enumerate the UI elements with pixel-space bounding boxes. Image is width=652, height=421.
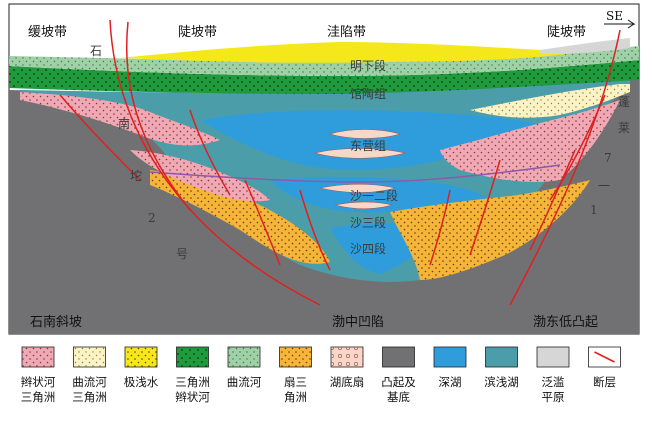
legend-label-line1: 辫状河: [21, 375, 56, 389]
label-steep-slope-east: 陡坡带: [547, 25, 586, 40]
legend-label-line2: 三角洲: [72, 390, 107, 404]
legend-label-line1: 扇三: [284, 375, 307, 389]
legend-swatch-pattern: [331, 347, 363, 367]
deep-lake-sha12: [270, 176, 490, 213]
fault-west-char-3: 坨: [130, 168, 142, 183]
label-gentle-slope: 缓坡带: [28, 25, 67, 40]
legend-label-line2: 基底: [387, 390, 410, 404]
legend-swatch-pattern: [73, 347, 106, 367]
legend-label-line2: 平原: [542, 390, 565, 404]
legend-label-line1: 三角洲: [175, 375, 210, 389]
label-bodong-uplift: 渤东低凸起: [533, 314, 598, 330]
legend-swatch-pattern: [176, 347, 209, 367]
shallow-water-cap: [120, 42, 580, 63]
legend-label-line1: 曲流河: [72, 375, 107, 389]
legend-label-line1: 深湖: [439, 375, 462, 389]
legend-label-line1: 曲流河: [227, 375, 262, 389]
fault-east-char-1: 蓬: [618, 95, 630, 109]
fault-west-char-2: 南: [118, 116, 130, 131]
fault-west-char-5: 号: [176, 247, 188, 261]
legend-swatch-light-gray: [536, 346, 570, 368]
legend-swatch-gray: [382, 346, 415, 368]
fault-west-char-4: 2: [148, 211, 156, 225]
legend-label-line2: 辫状河: [175, 390, 210, 404]
fault-east-char-3: 7: [604, 151, 612, 165]
label-depression-zone: 洼陷带: [327, 25, 366, 40]
legend-label-line1: 湖底扇: [330, 375, 365, 389]
legend-label-line1: 滨浅湖: [484, 375, 519, 389]
faults: [59, 19, 621, 306]
legend-swatch-teal: [485, 346, 518, 368]
strata-minghuazhen: 明下段: [350, 58, 386, 73]
deep-lake-dongying: [200, 110, 540, 170]
legend-swatch-pattern: [279, 347, 312, 367]
fault-east-char-4: 一: [598, 179, 610, 193]
legend-swatch-pattern: [125, 347, 157, 367]
floodplain-cap: [540, 38, 630, 54]
horizon-line: [149, 164, 561, 183]
direction-label: SE: [606, 9, 623, 23]
legend-swatch-pattern: [22, 347, 54, 367]
legend-label-line1: 泛滥: [542, 375, 565, 389]
legend-swatch-pattern: [228, 347, 260, 367]
legend-label-line1: 断层: [593, 375, 616, 389]
legend-label-line1: 凸起及: [381, 375, 416, 389]
strata-guantao: 馆陶组: [350, 86, 386, 101]
strata-dongying: 东营组: [350, 139, 386, 153]
legend-fault-line: [594, 351, 615, 363]
turbidite-lenses: [313, 129, 407, 210]
legend-label-line1: 极浅水: [124, 375, 159, 389]
label-steep-slope-west: 陡坡带: [178, 25, 217, 40]
label-shinan-slope: 石南斜坡: [30, 314, 82, 330]
strata-sha4: 沙四段: [350, 241, 386, 256]
label-bozhong-sag: 渤中凹陷: [332, 314, 384, 330]
strata-sha3: 沙三段: [350, 215, 386, 230]
legend-label-line2: 角洲: [284, 390, 307, 404]
fault-east-char-2: 莱: [618, 121, 630, 135]
strata-sha12: 沙一二段: [350, 188, 398, 203]
fault-east-char-5: 1: [590, 203, 598, 217]
fault-west-char-1: 石: [90, 44, 102, 58]
legend-label-line2: 三角洲: [21, 390, 56, 404]
direction-arrow: [604, 19, 636, 29]
legend-swatch-blue: [433, 346, 467, 368]
